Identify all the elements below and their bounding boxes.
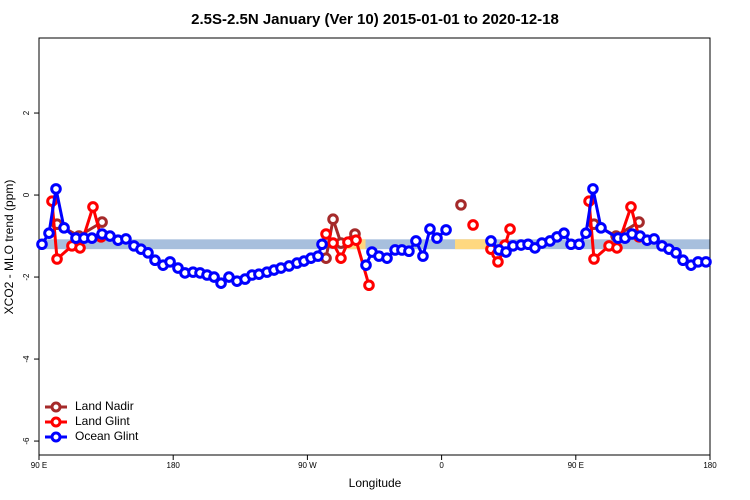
data-point	[363, 279, 375, 292]
data-point	[455, 199, 467, 211]
data-point	[587, 183, 599, 195]
legend-marker	[50, 431, 62, 443]
data-point	[316, 238, 328, 251]
data-point	[320, 228, 332, 240]
data-point	[500, 246, 512, 258]
x-tick-label: 90 E	[568, 461, 584, 470]
data-point	[51, 253, 63, 265]
y-tick-label: -4	[22, 355, 31, 363]
data-point	[142, 247, 154, 259]
y-tick-label: 0	[22, 192, 31, 197]
data-point	[588, 253, 600, 265]
data-point	[58, 222, 70, 234]
x-tick-label: 90 W	[298, 461, 317, 470]
x-axis-label: Longitude	[349, 476, 402, 490]
data-point	[700, 256, 712, 268]
data-point	[87, 201, 99, 213]
data-point	[611, 242, 623, 254]
data-point	[504, 223, 516, 235]
data-point	[327, 237, 339, 249]
x-tick-label: 180	[167, 461, 181, 470]
data-point	[424, 223, 436, 235]
data-point	[403, 245, 415, 258]
data-point	[381, 252, 393, 264]
data-point	[440, 224, 452, 236]
data-point	[431, 232, 443, 244]
data-point	[36, 238, 48, 251]
data-point	[350, 234, 362, 246]
data-point	[164, 256, 176, 268]
data-point	[580, 227, 592, 239]
data-point	[677, 254, 689, 267]
data-point	[74, 242, 86, 254]
data-point	[50, 183, 62, 195]
data-point	[492, 256, 504, 268]
x-tick-label: 0	[439, 461, 444, 470]
data-point	[467, 219, 479, 231]
reference-band	[39, 239, 710, 250]
data-point	[86, 232, 98, 244]
x-tick-label: 90 E	[31, 461, 47, 470]
x-tick-label: 180	[703, 461, 717, 470]
data-point	[595, 222, 607, 234]
y-tick-label: -6	[22, 437, 31, 445]
data-point	[625, 201, 637, 213]
legend-marker	[50, 401, 62, 413]
data-point	[120, 233, 132, 245]
data-point	[335, 252, 347, 264]
y-axis-label: XCO2 - MLO trend (ppm)	[2, 180, 16, 315]
legend-label: Land Nadir	[75, 399, 134, 413]
data-point	[360, 259, 372, 271]
data-point	[573, 238, 585, 251]
data-point	[410, 235, 422, 247]
data-point	[327, 213, 339, 226]
data-point	[558, 227, 570, 239]
chart-title: 2.5S-2.5N January (Ver 10) 2015-01-01 to…	[191, 11, 559, 28]
legend-marker	[50, 416, 62, 428]
data-point	[485, 235, 497, 247]
legend-label: Ocean Glint	[75, 429, 139, 443]
y-tick-label: 2	[22, 110, 31, 115]
series-line	[40, 188, 706, 286]
data-point	[417, 250, 429, 262]
band-highlight	[455, 239, 487, 250]
data-point	[208, 271, 220, 283]
data-point	[43, 227, 55, 239]
data-point	[670, 247, 682, 259]
data-point	[149, 254, 161, 267]
data-point	[312, 250, 324, 262]
data-point	[648, 233, 660, 245]
y-tick-label: -2	[22, 273, 31, 281]
legend-label: Land Glint	[75, 414, 130, 428]
data-point	[215, 277, 227, 289]
